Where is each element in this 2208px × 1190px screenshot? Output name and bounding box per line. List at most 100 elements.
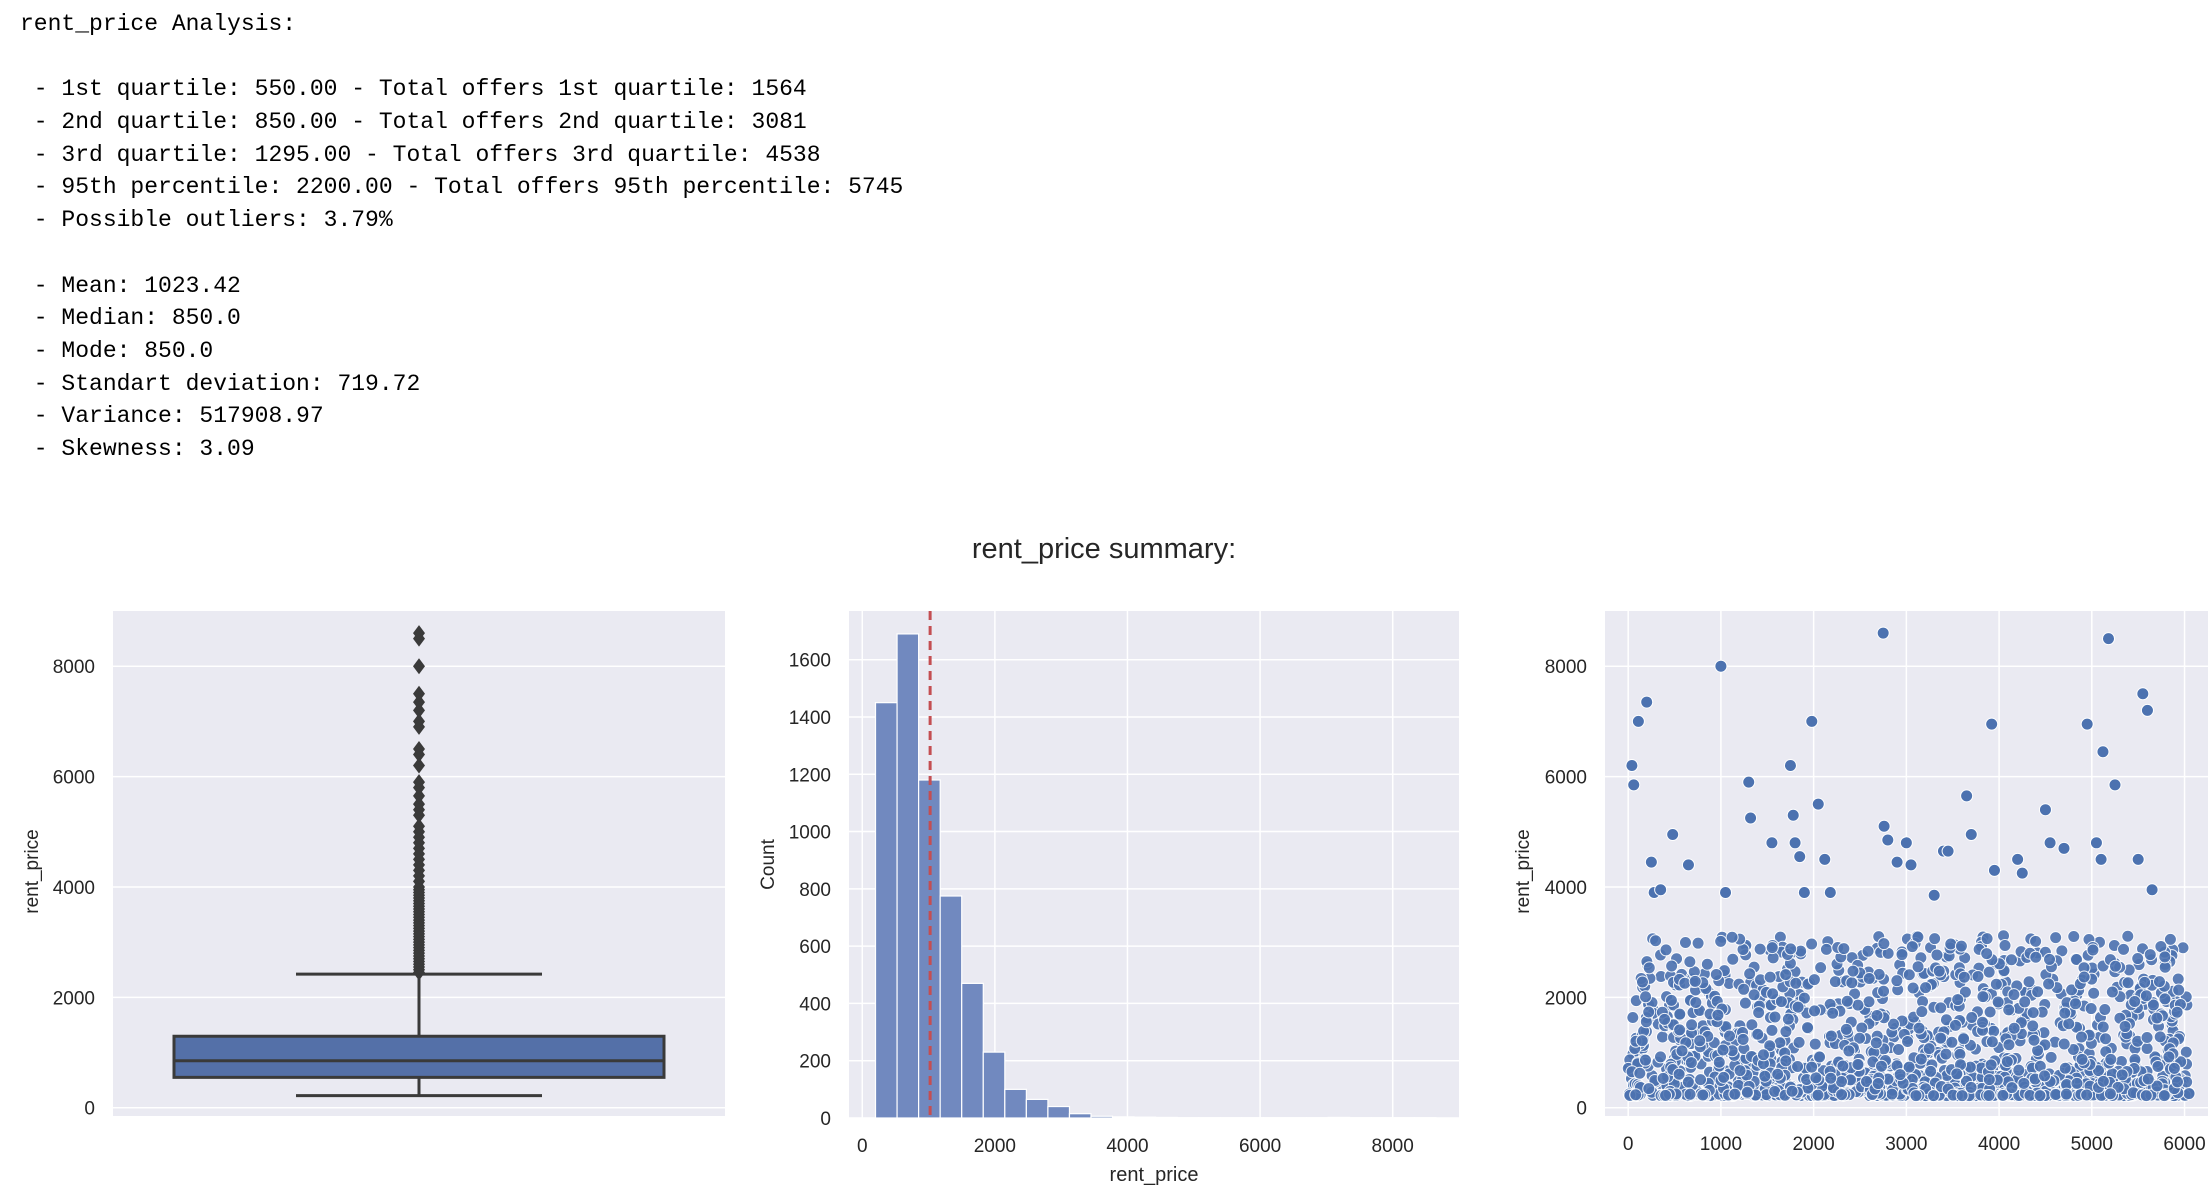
scatter-point	[1736, 1032, 1750, 1046]
scatter-point	[1955, 1089, 1969, 1103]
scatter-point	[1835, 1088, 1849, 1102]
scatter-point	[1934, 1031, 1948, 1045]
scatter-point	[1877, 984, 1891, 998]
stats-line: - Variance: 517908.97	[20, 403, 324, 430]
scatter-point	[1957, 1032, 1971, 1046]
scatter-point	[1885, 1087, 1899, 1101]
scatter-point	[1911, 930, 1925, 944]
scatter-point	[1747, 988, 1761, 1002]
scatter-point	[1791, 1059, 1805, 1073]
scatter-point	[2146, 998, 2160, 1012]
scatter-point	[1763, 1039, 1777, 1053]
scatter-point	[1656, 1071, 1670, 1085]
scatter-point	[1869, 1036, 1883, 1050]
scatter-point	[1862, 995, 1876, 1009]
x-tick-label: 8000	[1372, 1136, 1414, 1157]
stats-line: - Skewness: 3.09	[20, 435, 255, 462]
scatter-point	[1684, 1056, 1698, 1070]
scatter-point	[2179, 1045, 2193, 1059]
scatter-point	[1834, 1075, 1848, 1089]
y-tick-label: 800	[799, 880, 831, 901]
scatter-point	[1980, 932, 1994, 946]
scatter-point	[2086, 943, 2100, 957]
scatter-point	[2104, 1052, 2118, 1066]
scatter-point	[1745, 1018, 1759, 1032]
scatter-point	[1870, 1009, 1884, 1023]
y-tick-label: 0	[820, 1109, 831, 1130]
scatter-point	[2158, 992, 2172, 1006]
scatter-point	[1824, 1029, 1838, 1043]
scatter-point	[2002, 1038, 2016, 1052]
y-axis-label: rent_price	[1513, 829, 1534, 914]
scatter-point	[2031, 985, 2045, 999]
scatter-point	[2029, 934, 2043, 948]
scatter-point	[1881, 833, 1895, 847]
outlier-point	[413, 702, 425, 719]
scatter-point	[1886, 1017, 1900, 1031]
scatter-point	[1737, 982, 1751, 996]
scatter-point	[1783, 759, 1797, 773]
scatter-point	[1945, 1035, 1959, 1049]
scatter-point	[1700, 957, 1714, 971]
scatter-point	[1985, 717, 1999, 731]
histogram-bar	[939, 895, 963, 1119]
scatter-point	[1839, 1022, 1853, 1036]
scatter-point	[2029, 950, 2043, 964]
scatter-point	[2150, 1079, 2164, 1093]
scatter-point	[1944, 937, 1958, 951]
scatter-point	[1922, 1042, 1936, 1056]
scatter-point	[2080, 1088, 2094, 1102]
scatter-point	[1951, 993, 1965, 1007]
scatter-point	[1789, 976, 1803, 990]
scatter-point	[1666, 828, 1680, 842]
scatter-point	[1774, 995, 1788, 1009]
scatter-point	[1813, 1050, 1827, 1064]
scatter-point	[2012, 1063, 2026, 1077]
scatter-point	[1758, 1069, 1772, 1083]
scatter-point	[1909, 1089, 1923, 1103]
scatter-point	[2075, 1052, 2089, 1066]
scatter-point	[2089, 836, 2103, 850]
scatter-point	[2004, 953, 2018, 967]
stats-line: - 95th percentile: 2200.00 - Total offer…	[20, 174, 904, 201]
scatter-point	[2140, 1030, 2154, 1044]
histogram-bar	[896, 633, 920, 1119]
scatter-point	[1709, 967, 1723, 981]
scatter-point	[1719, 885, 1733, 899]
scatter-point	[1901, 1035, 1915, 1049]
x-tick-label: 4000	[1978, 1134, 2020, 1155]
scatter-point	[2103, 1087, 2117, 1101]
scatter-point	[1985, 1035, 1999, 1049]
scatter-point	[1712, 1055, 1726, 1069]
scatter-point	[1711, 1008, 1725, 1022]
stats-line: - 1st quartile: 550.00 - Total offers 1s…	[20, 76, 807, 103]
scatter-point	[1826, 1006, 1840, 1020]
scatter-point	[1765, 836, 1779, 850]
scatter-point	[1905, 940, 1919, 954]
scatter-point	[1840, 994, 1854, 1008]
scatter-point	[1964, 1080, 1978, 1094]
scatter-point	[1924, 1064, 1938, 1078]
scatter-point	[1791, 1000, 1805, 1014]
scatter-point	[1786, 808, 1800, 822]
scatter-point	[1846, 964, 1860, 978]
scatter-point	[2143, 948, 2157, 962]
scatter-point	[2065, 983, 2079, 997]
outlier-point	[413, 818, 425, 835]
scatter-point	[1982, 1088, 1996, 1102]
scatter-point	[2128, 994, 2142, 1008]
scatter-point	[1763, 970, 1777, 984]
scatter-point	[2121, 929, 2135, 943]
scatter-point	[1805, 714, 1819, 728]
scatter-point	[1948, 1018, 1962, 1032]
scatter-point	[1765, 941, 1779, 955]
iqr-box	[172, 1034, 666, 1079]
scatter-point	[2007, 988, 2021, 1002]
scatter-point	[1862, 971, 1876, 985]
scatter-point	[1811, 1088, 1825, 1102]
scatter-point	[1987, 863, 2001, 877]
scatter-point	[2018, 995, 2032, 1009]
scatter-point	[1633, 1066, 1647, 1080]
outlier-point	[413, 713, 425, 730]
scatter-point	[2077, 970, 2091, 984]
